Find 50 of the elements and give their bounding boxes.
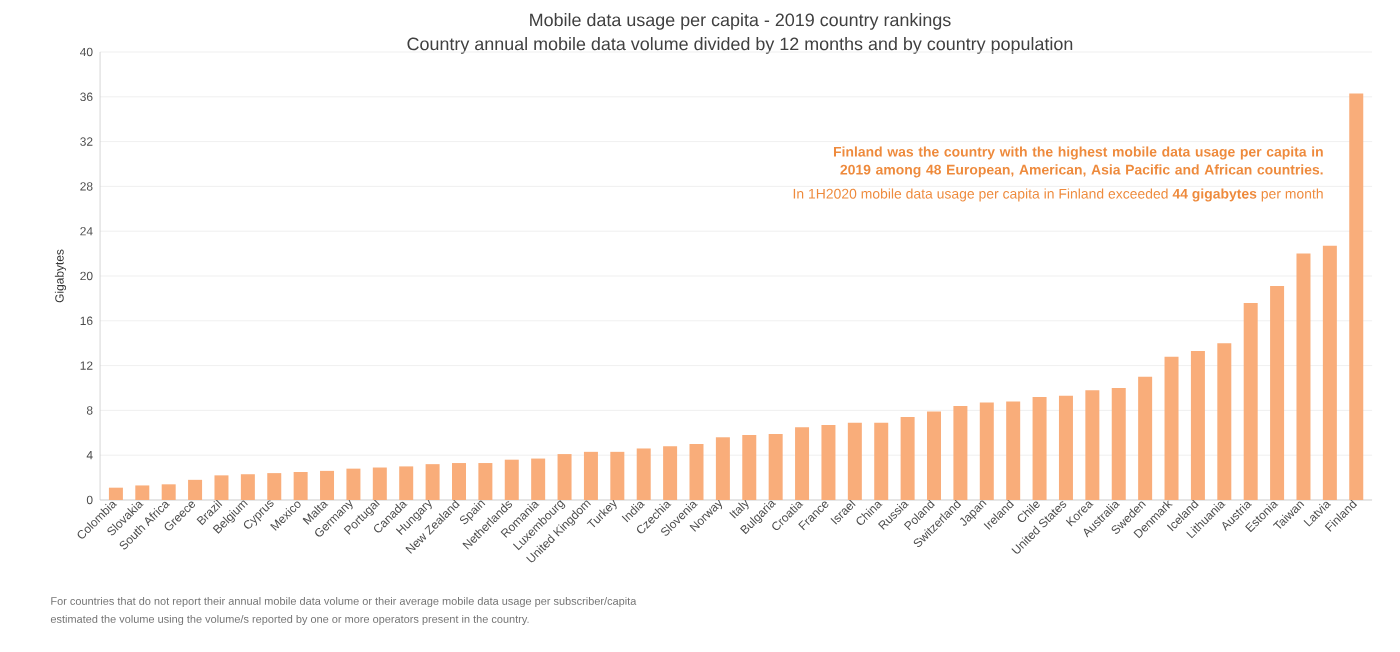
bar bbox=[1058, 395, 1073, 500]
bar bbox=[795, 427, 810, 500]
bar bbox=[821, 424, 836, 500]
bar bbox=[1164, 356, 1179, 500]
bar bbox=[372, 467, 387, 500]
bar bbox=[847, 422, 862, 500]
bar bbox=[927, 411, 942, 500]
bar bbox=[451, 463, 466, 500]
bar bbox=[900, 417, 915, 500]
bar bbox=[320, 470, 335, 500]
bar bbox=[240, 474, 255, 500]
bar bbox=[1349, 93, 1364, 500]
bar bbox=[1190, 351, 1205, 500]
bar bbox=[874, 422, 889, 500]
bar bbox=[1085, 390, 1100, 500]
bar bbox=[636, 448, 651, 500]
bar bbox=[689, 444, 704, 500]
chart-subtitle: Country annual mobile data volume divided by 12 months and by country population bbox=[407, 37, 1073, 54]
bar bbox=[267, 473, 282, 500]
bar bbox=[583, 451, 598, 500]
bar bbox=[214, 475, 229, 500]
bar bbox=[188, 479, 203, 500]
bar bbox=[346, 468, 361, 500]
bar bbox=[1032, 396, 1047, 500]
bar bbox=[610, 451, 625, 500]
bar bbox=[953, 405, 968, 500]
bar bbox=[742, 435, 757, 500]
bar bbox=[1322, 245, 1337, 500]
bar bbox=[1243, 302, 1258, 500]
bar bbox=[1111, 388, 1126, 500]
bar bbox=[399, 466, 414, 500]
bar bbox=[531, 458, 546, 500]
bar bbox=[715, 437, 730, 500]
chart-title: Mobile data usage per capita - 2019 country rankings bbox=[530, 13, 951, 30]
bar bbox=[663, 446, 678, 500]
bar bbox=[504, 459, 519, 500]
bar bbox=[557, 454, 572, 500]
bar bbox=[979, 402, 994, 500]
bar bbox=[425, 464, 440, 500]
bar bbox=[768, 433, 783, 500]
bar bbox=[1138, 376, 1153, 500]
bar bbox=[1006, 401, 1021, 500]
bar bbox=[161, 484, 176, 500]
bar bbox=[108, 487, 123, 500]
bar bbox=[1270, 286, 1285, 500]
bar bbox=[293, 472, 308, 500]
bar bbox=[478, 463, 493, 500]
bar bbox=[1217, 343, 1232, 500]
bar bbox=[135, 485, 150, 500]
bar bbox=[1296, 253, 1311, 500]
